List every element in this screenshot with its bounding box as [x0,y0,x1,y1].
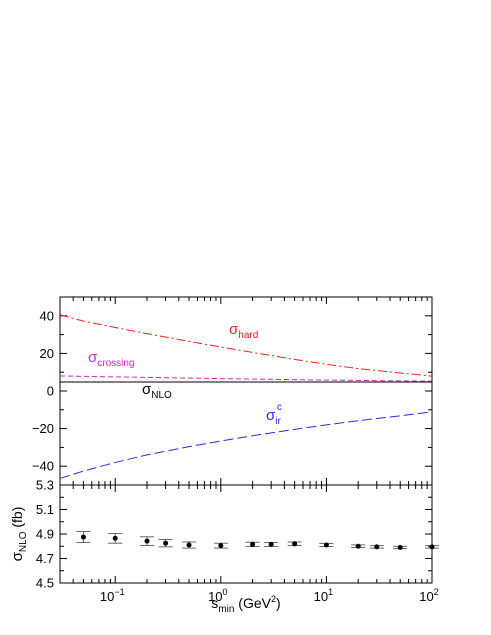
data-point [355,543,361,549]
bottom-panel: 5.3 5.1 4.9 4.7 4.5 10−1 100 101 102 [36,478,439,604]
y-axis-title: σNLO (fb) [9,507,29,562]
series-line-ir-c [59,411,433,479]
data-point [163,540,169,546]
data-point [374,544,380,550]
data-point [112,535,118,541]
data-point [292,541,298,547]
data-point [429,544,435,550]
data-point [268,541,274,547]
series-label-ir-c: σirc [266,402,282,427]
x-tick-label: 100 [208,587,227,604]
bottom-y-tick-label: 4.5 [36,576,54,591]
series-label-hard: σhard [229,321,258,341]
bottom-y-tick-label: 4.7 [36,551,54,566]
data-point [218,543,224,549]
data-point [80,534,86,540]
data-point [144,538,150,544]
top-y-tick-label: 20 [40,346,54,361]
axis-labels: smin (GeV2) σNLO (fb) [9,507,281,615]
bottom-y-tick-label: 5.3 [36,478,54,493]
series-line-crossing [59,375,433,382]
top-y-tick-label: 40 [40,308,54,323]
top-y-tick-label: 0 [47,384,54,399]
data-point [323,542,329,548]
x-tick-label: 102 [419,587,438,604]
x-tick-label: 101 [314,587,333,604]
bottom-y-tick-label: 5.1 [36,502,54,517]
top-plot-frame [59,296,433,486]
x-tick-label: 10−1 [100,587,125,604]
top-y-tick-label: −20 [32,421,54,436]
data-point [250,541,256,547]
bottom-plot-frame [59,484,433,584]
data-point [397,544,403,550]
top-y-tick-label: −40 [32,459,54,474]
bottom-y-tick-label: 4.9 [36,527,54,542]
series-line-hard [59,314,433,377]
data-point [186,542,192,548]
series-labels: σhard σcrossing σNLO σirc [88,321,282,427]
series-label-nlo: σNLO [142,381,172,401]
series-label-crossing: σcrossing [88,349,135,369]
x-axis-title: smin (GeV2) [211,594,280,615]
